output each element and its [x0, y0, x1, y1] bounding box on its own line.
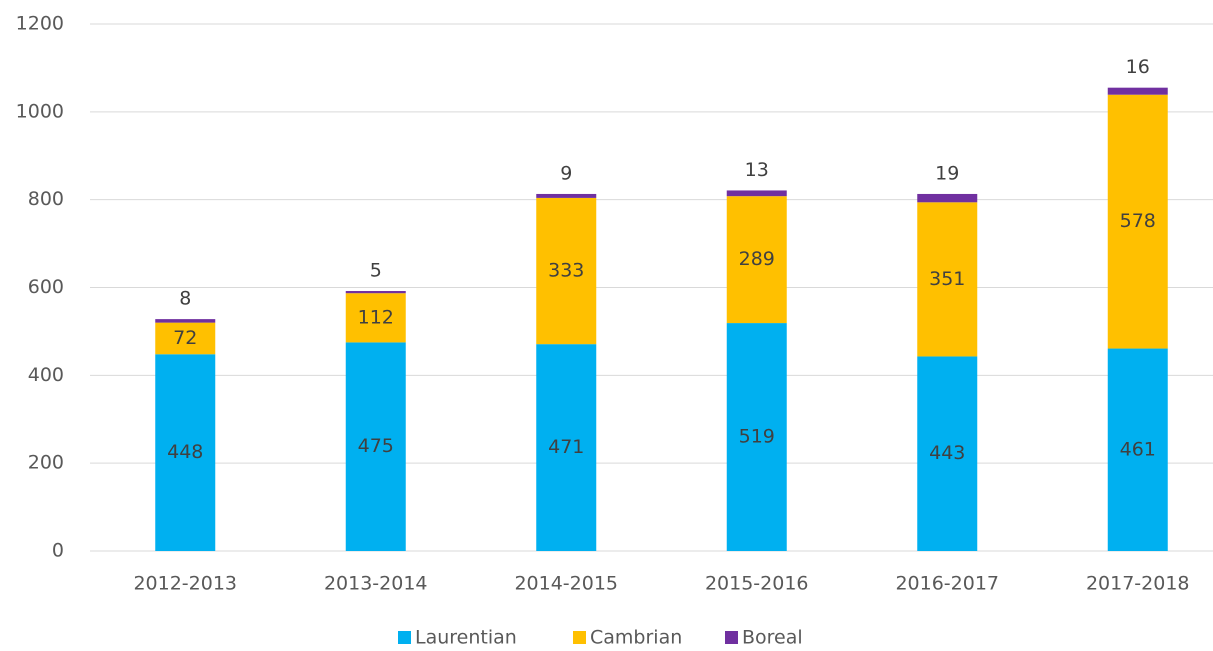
y-tick-label: 400	[28, 364, 64, 386]
legend-label: Laurentian	[415, 627, 517, 649]
legend-swatch	[398, 631, 411, 644]
data-label: 289	[739, 248, 775, 270]
x-tick-label: 2015-2016	[705, 573, 809, 595]
data-label: 72	[173, 327, 197, 349]
bar-segment	[1107, 348, 1168, 551]
data-label: 471	[548, 436, 584, 458]
bar-segment	[917, 356, 978, 551]
y-tick-label: 1000	[16, 100, 64, 122]
bar-segment	[1107, 87, 1168, 95]
x-tick-label: 2012-2013	[133, 573, 237, 595]
legend-swatch	[573, 631, 586, 644]
data-label: 112	[358, 306, 394, 328]
bar-segment	[917, 193, 978, 203]
bar-segment	[726, 323, 787, 551]
bar-segment	[726, 190, 787, 197]
legend-label: Boreal	[742, 627, 803, 649]
data-label: 19	[935, 162, 959, 184]
bar-segment	[917, 202, 978, 357]
bar-segment	[726, 196, 787, 324]
x-tick-label: 2013-2014	[324, 573, 428, 595]
data-label: 519	[739, 426, 775, 448]
bar-segment	[155, 319, 216, 323]
data-label: 461	[1120, 438, 1156, 460]
data-label: 9	[560, 162, 572, 184]
y-tick-label: 0	[52, 540, 64, 562]
x-tick-label: 2017-2018	[1086, 573, 1190, 595]
data-label: 13	[745, 159, 769, 181]
data-label: 351	[929, 268, 965, 290]
legend-swatch	[725, 631, 738, 644]
data-label: 16	[1126, 56, 1150, 78]
bar-segment	[155, 354, 216, 551]
bar-segment	[345, 293, 406, 343]
bar-segment	[345, 342, 406, 551]
bar-segment	[345, 291, 406, 294]
legend-label: Cambrian	[590, 627, 682, 649]
y-tick-label: 1200	[16, 13, 64, 35]
data-label: 578	[1120, 210, 1156, 232]
data-label: 333	[548, 260, 584, 282]
bar-segment	[536, 197, 597, 345]
bar-segment	[536, 193, 597, 198]
data-label: 443	[929, 442, 965, 464]
y-tick-label: 600	[28, 276, 64, 298]
bar-segment	[536, 344, 597, 551]
bar-segment	[1107, 94, 1168, 349]
y-tick-label: 800	[28, 188, 64, 210]
data-label: 475	[358, 435, 394, 457]
data-label: 8	[179, 288, 191, 310]
bar-segment	[155, 322, 216, 355]
data-label: 448	[167, 441, 203, 463]
x-tick-label: 2014-2015	[514, 573, 618, 595]
x-tick-label: 2016-2017	[895, 573, 999, 595]
data-label: 5	[370, 260, 382, 282]
y-tick-label: 200	[28, 452, 64, 474]
